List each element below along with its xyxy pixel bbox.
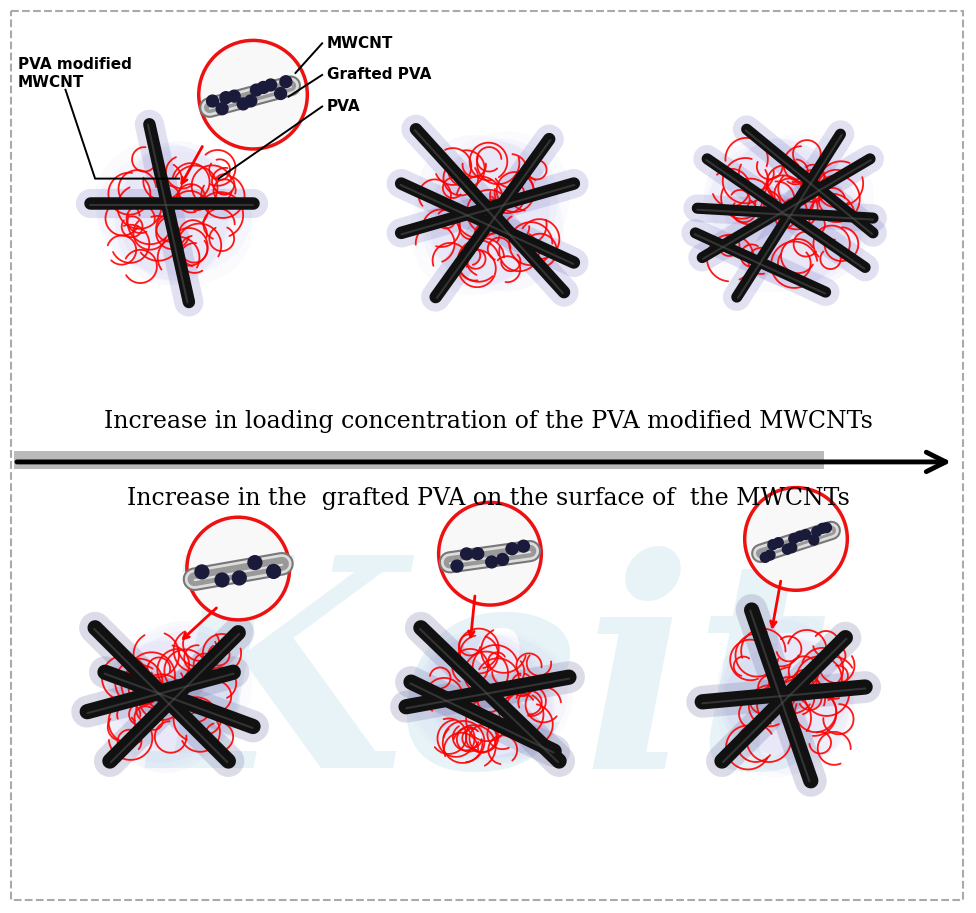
Ellipse shape: [413, 635, 568, 760]
Circle shape: [809, 535, 819, 545]
Text: Increase in the  grafted PVA on the surface of  the MWCNTs: Increase in the grafted PVA on the surfa…: [127, 487, 849, 509]
Circle shape: [768, 540, 778, 550]
Circle shape: [794, 531, 805, 541]
Circle shape: [258, 81, 269, 93]
Circle shape: [438, 502, 542, 605]
Ellipse shape: [119, 146, 228, 280]
Ellipse shape: [423, 139, 557, 288]
Circle shape: [215, 573, 229, 587]
Ellipse shape: [710, 143, 863, 283]
Bar: [14, 451, 824, 469]
Circle shape: [264, 79, 276, 91]
Circle shape: [745, 488, 847, 591]
Circle shape: [765, 551, 775, 560]
Circle shape: [195, 565, 209, 579]
Ellipse shape: [717, 616, 855, 778]
Text: Increase in loading concentration of the PVA modified MWCNTs: Increase in loading concentration of the…: [103, 410, 873, 434]
Circle shape: [787, 542, 796, 552]
Circle shape: [186, 517, 290, 620]
Ellipse shape: [110, 621, 238, 773]
Circle shape: [216, 103, 228, 115]
Circle shape: [507, 543, 518, 555]
Ellipse shape: [723, 620, 849, 774]
Circle shape: [461, 548, 472, 560]
Circle shape: [274, 88, 287, 100]
Circle shape: [232, 571, 246, 585]
Circle shape: [280, 76, 292, 88]
Circle shape: [812, 527, 822, 537]
Text: Grafted PVA: Grafted PVA: [327, 68, 431, 82]
Ellipse shape: [108, 631, 240, 763]
Ellipse shape: [699, 134, 874, 292]
Ellipse shape: [96, 142, 253, 284]
Ellipse shape: [108, 641, 240, 753]
Text: PVA: PVA: [327, 99, 361, 114]
Bar: [14, 451, 824, 469]
Circle shape: [245, 95, 257, 107]
Ellipse shape: [417, 135, 563, 291]
Circle shape: [486, 556, 498, 568]
FancyBboxPatch shape: [11, 11, 963, 900]
Circle shape: [818, 523, 828, 533]
Circle shape: [199, 40, 307, 149]
Ellipse shape: [704, 139, 869, 288]
Ellipse shape: [407, 631, 573, 763]
Circle shape: [451, 561, 463, 572]
Ellipse shape: [721, 639, 851, 754]
Circle shape: [266, 564, 280, 578]
Ellipse shape: [97, 151, 252, 276]
Circle shape: [228, 90, 240, 102]
Text: PVA modified
MWCNT: PVA modified MWCNT: [19, 58, 132, 89]
Circle shape: [497, 553, 508, 565]
Ellipse shape: [427, 636, 552, 757]
Circle shape: [251, 84, 263, 96]
Circle shape: [471, 548, 484, 560]
Circle shape: [248, 556, 262, 570]
Circle shape: [800, 530, 811, 540]
Ellipse shape: [115, 142, 233, 285]
Text: MWCNT: MWCNT: [327, 36, 393, 51]
Circle shape: [783, 544, 793, 554]
Circle shape: [822, 523, 832, 532]
Ellipse shape: [425, 631, 555, 763]
Ellipse shape: [724, 139, 848, 288]
Ellipse shape: [717, 634, 855, 760]
Ellipse shape: [429, 142, 550, 285]
Circle shape: [773, 538, 784, 548]
Circle shape: [237, 98, 249, 110]
Ellipse shape: [97, 625, 252, 769]
Circle shape: [220, 91, 232, 103]
Circle shape: [760, 552, 770, 562]
Text: Keit: Keit: [151, 546, 829, 828]
Circle shape: [789, 534, 798, 543]
Ellipse shape: [410, 131, 570, 295]
Circle shape: [517, 540, 529, 552]
Circle shape: [207, 95, 219, 107]
